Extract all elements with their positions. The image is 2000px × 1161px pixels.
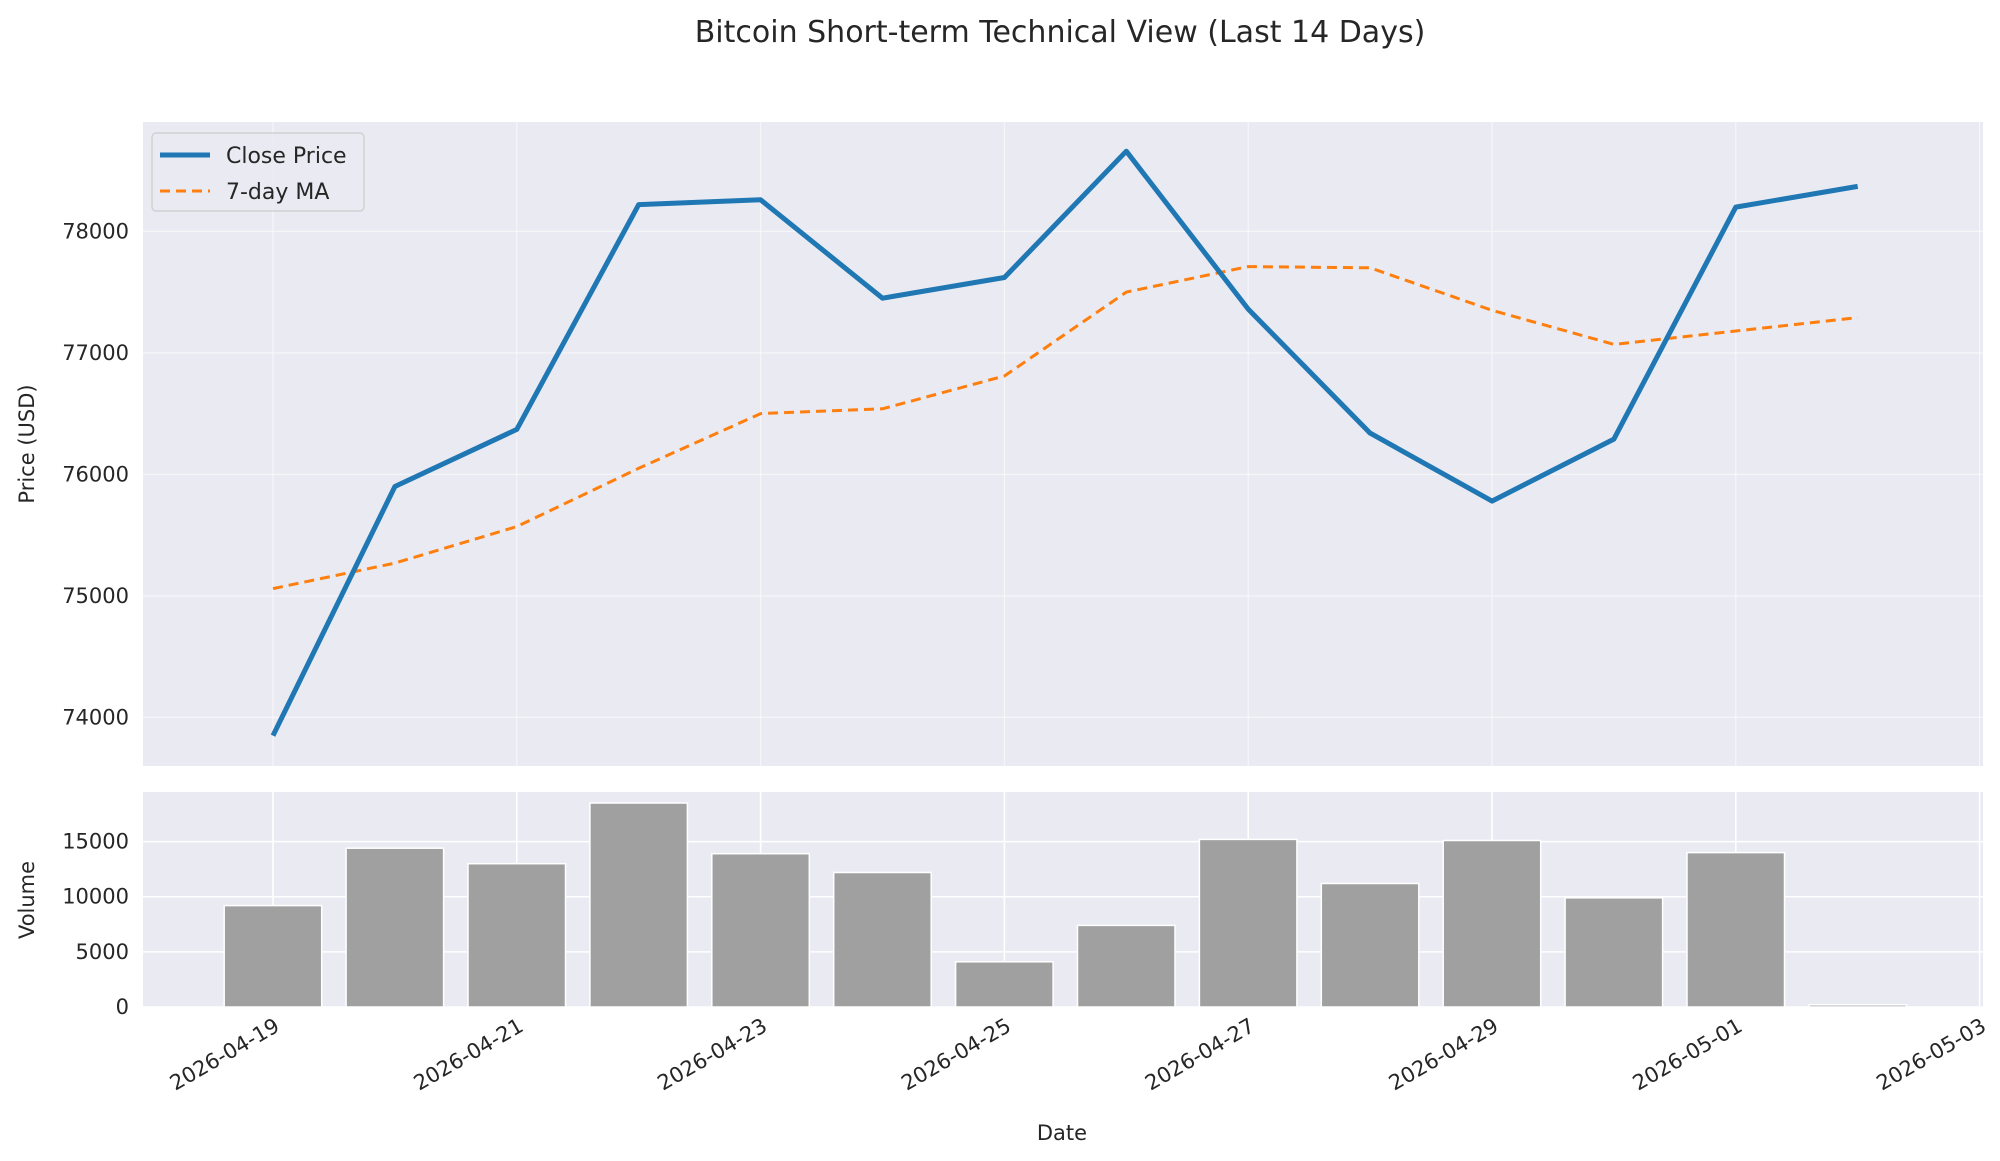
x-axis-label: Date bbox=[1037, 1121, 1087, 1145]
volume-bar bbox=[467, 862, 567, 1008]
volume-bar bbox=[1198, 838, 1298, 1008]
x-tick-label: 2026-04-21 bbox=[410, 1014, 528, 1096]
price-grid bbox=[143, 122, 1983, 766]
price-y-tick-label: 77000 bbox=[62, 341, 129, 365]
legend: Close Price 7-day MA bbox=[151, 132, 365, 212]
volume-panel: 0 5000 10000 15000 Volume bbox=[15, 792, 1983, 1019]
x-tick-label: 2026-04-19 bbox=[166, 1014, 284, 1096]
volume-y-axis-label: Volume bbox=[15, 861, 39, 939]
x-tick-label: 2026-04-29 bbox=[1385, 1014, 1503, 1096]
chart-title: Bitcoin Short-term Technical View (Last … bbox=[695, 15, 1426, 50]
ma-7-day-line bbox=[272, 265, 1858, 591]
volume-bar bbox=[345, 847, 445, 1008]
volume-bars bbox=[223, 802, 1908, 1008]
volume-bar bbox=[954, 961, 1054, 1008]
price-lines bbox=[270, 148, 1859, 737]
volume-y-tick-label: 15000 bbox=[62, 830, 129, 854]
price-panel: 74000 75000 76000 77000 78000 Price (USD) Cl… bbox=[15, 122, 1983, 766]
volume-plot-area bbox=[143, 792, 1983, 1007]
volume-y-tick-label: 10000 bbox=[62, 885, 129, 909]
volume-bar bbox=[1564, 897, 1664, 1008]
volume-bar bbox=[589, 802, 689, 1008]
price-plot-area bbox=[143, 122, 1983, 766]
volume-y-tick-label: 0 bbox=[116, 995, 129, 1019]
volume-bar bbox=[832, 871, 932, 1008]
x-tick-label: 2026-04-25 bbox=[897, 1014, 1015, 1096]
volume-bar bbox=[1076, 924, 1176, 1008]
price-y-tick-label: 78000 bbox=[62, 219, 129, 243]
x-axis-ticks: 2026-04-19 2026-04-21 2026-04-23 2026-04-25… bbox=[166, 1014, 1990, 1096]
volume-bar bbox=[1442, 839, 1542, 1008]
legend-label-close-price: Close Price bbox=[226, 144, 347, 169]
volume-bar bbox=[1808, 1004, 1908, 1008]
price-y-tick-label: 75000 bbox=[62, 584, 129, 608]
price-y-axis-label: Price (USD) bbox=[15, 384, 39, 503]
volume-bar bbox=[1320, 882, 1420, 1008]
x-tick-label: 2026-04-27 bbox=[1141, 1014, 1259, 1096]
close-price-line bbox=[270, 148, 1859, 737]
volume-y-tick-label: 5000 bbox=[76, 940, 129, 964]
x-tick-label: 2026-05-03 bbox=[1872, 1014, 1990, 1096]
volume-bar bbox=[711, 852, 811, 1008]
price-y-tick-label: 76000 bbox=[62, 462, 129, 486]
price-y-ticks: 74000 75000 76000 77000 78000 bbox=[62, 219, 129, 729]
legend-label-7-day-ma: 7-day MA bbox=[226, 180, 329, 205]
x-tick-label: 2026-05-01 bbox=[1629, 1014, 1747, 1096]
volume-bar bbox=[1686, 851, 1786, 1008]
x-tick-label: 2026-04-23 bbox=[653, 1014, 771, 1096]
volume-bar bbox=[223, 904, 323, 1008]
price-y-tick-label: 74000 bbox=[62, 705, 129, 729]
volume-y-ticks: 0 5000 10000 15000 bbox=[62, 830, 129, 1019]
